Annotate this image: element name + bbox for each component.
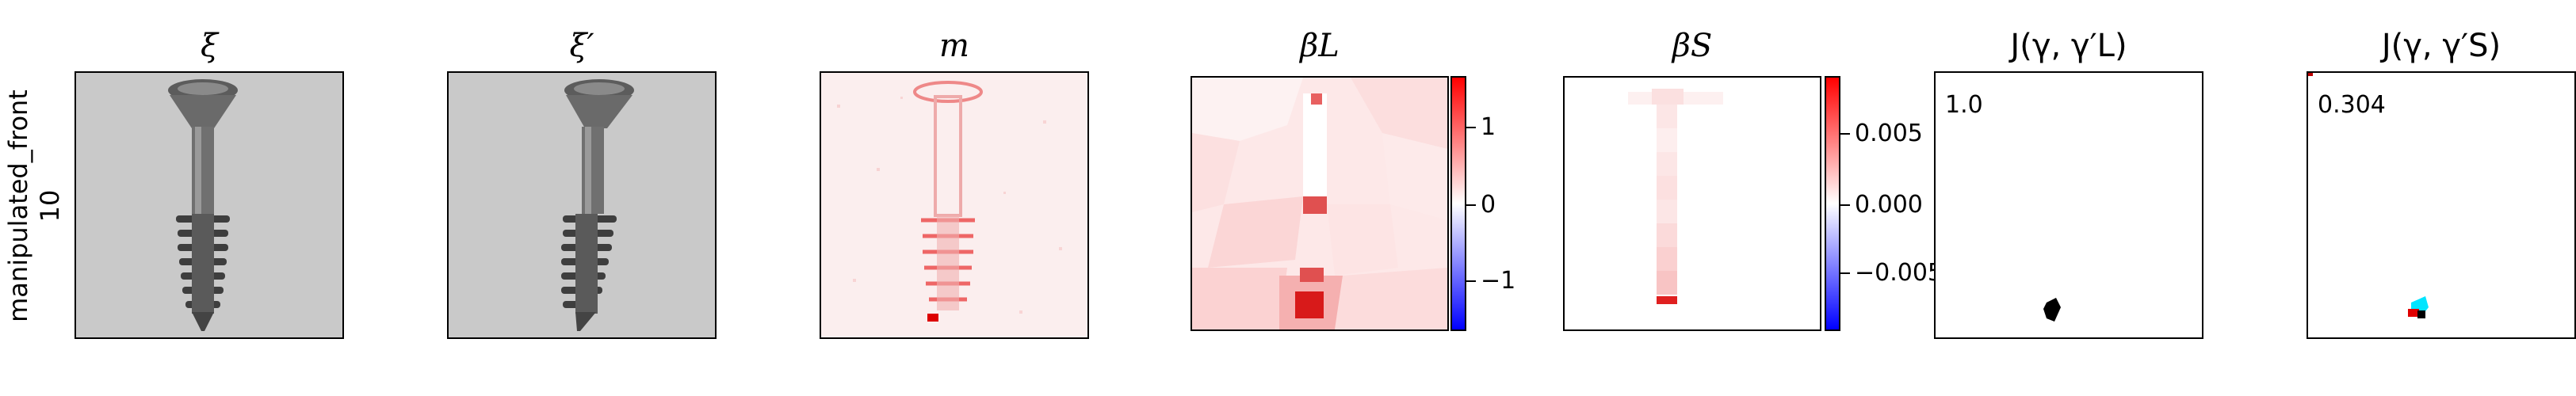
panel-title-xi-prime: ξ′: [569, 28, 594, 64]
heatmap-panel-beta-s: [1563, 76, 1821, 331]
image-panel-xi-prime: [447, 71, 717, 339]
colorbar-beta-s-label-mid: 0.000: [1855, 191, 1923, 219]
jaccard-score-l: 1.0: [1945, 91, 1983, 119]
colorbar-beta-l-tick: [1466, 127, 1476, 128]
colorbar-beta-s-tick: [1840, 204, 1850, 206]
row-label: manipulated_front 10: [0, 73, 76, 339]
mask-panel-j-l: 1.0: [1934, 71, 2203, 339]
colorbar-beta-s: [1825, 76, 1840, 331]
panel-title-beta-l: βL: [1300, 28, 1340, 64]
colorbar-beta-l-label-top: 1: [1481, 113, 1496, 141]
colorbar-beta-l-tick: [1466, 204, 1476, 206]
panel-title-beta-s: βS: [1672, 28, 1713, 64]
colorbar-beta-s-tick: [1840, 133, 1850, 135]
image-panel-xi: [75, 71, 344, 339]
colorbar-beta-l: [1450, 76, 1466, 331]
beta-l-map: [1192, 78, 1447, 329]
panel-title-j-s: J(γ, γ′S): [2381, 28, 2501, 64]
mask-overlay-s: [2308, 73, 2429, 318]
heatmap-panel-beta-l: [1191, 76, 1449, 331]
colorbar-beta-s-tick: [1840, 272, 1850, 274]
mask-panel-j-s: 0.304: [2307, 71, 2576, 339]
jaccard-score-s: 0.304: [2318, 91, 2386, 119]
panel-title-j-l: J(γ, γ′L): [2010, 28, 2127, 64]
colorbar-beta-s-label-top: 0.005: [1855, 120, 1923, 147]
colorbar-beta-s-label-bottom: −0.005: [1855, 259, 1943, 287]
screw-image-original: [76, 73, 342, 337]
row-label-line1: manipulated_front: [3, 89, 33, 322]
row-label-line2: 10: [35, 190, 65, 223]
beta-s-map: [1565, 78, 1820, 329]
mask-overlay-l: [2043, 298, 2061, 322]
screw-image-manipulated: [449, 73, 715, 337]
panel-title-m: m: [939, 28, 969, 64]
panel-title-xi: ξ: [200, 28, 219, 64]
difference-map: [821, 73, 1087, 337]
colorbar-beta-l-tick: [1466, 280, 1476, 282]
colorbar-beta-l-label-mid: 0: [1481, 191, 1496, 219]
heatmap-panel-m: [820, 71, 1089, 339]
colorbar-beta-l-label-bottom: −1: [1481, 267, 1516, 295]
row-label-svg: manipulated_front 10: [3, 89, 65, 322]
